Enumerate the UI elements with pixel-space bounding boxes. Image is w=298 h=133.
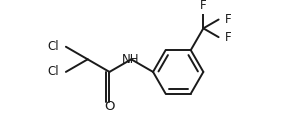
Text: F: F xyxy=(225,13,232,26)
Text: Cl: Cl xyxy=(47,40,59,53)
Text: Cl: Cl xyxy=(47,65,59,78)
Text: F: F xyxy=(200,0,207,12)
Text: F: F xyxy=(225,31,232,44)
Text: NH: NH xyxy=(122,53,139,66)
Text: O: O xyxy=(104,100,115,113)
